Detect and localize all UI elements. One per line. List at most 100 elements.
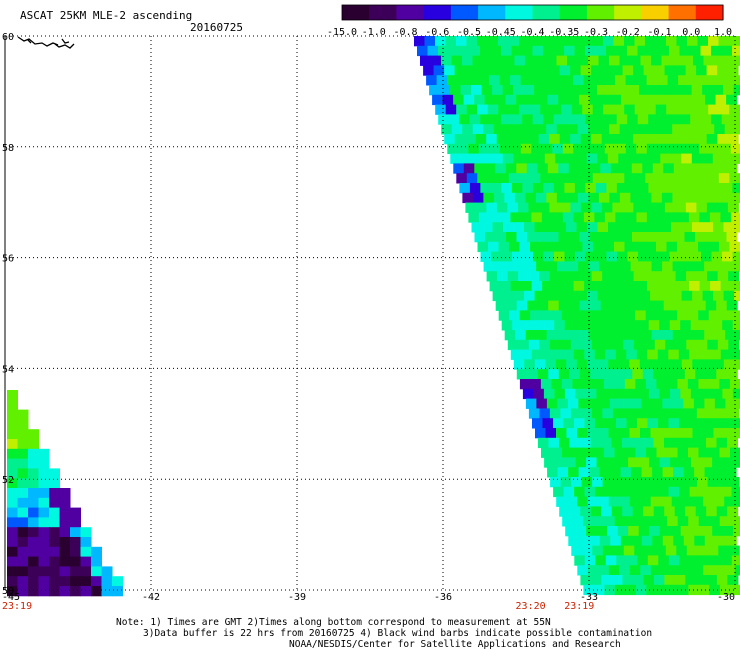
heat-cell [695,232,706,243]
heat-cell [580,65,592,76]
heat-cell [666,241,678,253]
heat-cell [577,496,589,507]
heat-cell [563,486,575,498]
heat-cell [7,497,18,509]
heat-cell [591,408,603,419]
heat-cell [612,65,624,76]
heat-cell [563,418,575,429]
heat-cell [581,545,593,556]
heat-cell [728,545,740,556]
heat-cell [519,173,531,184]
heat-cell [688,516,700,527]
heat-cell [577,428,588,439]
heat-cell [49,586,60,597]
heat-cell [38,527,50,538]
heat-cell [559,202,571,213]
heat-cell [723,222,735,233]
heat-cell [528,408,540,419]
heat-cell [692,290,704,302]
heat-cell [507,339,519,351]
heat-cell [725,330,737,341]
heat-cell [679,114,691,125]
heat-cell [91,556,102,567]
heat-cell [59,576,71,587]
heat-cell [527,369,539,380]
heat-cell [711,251,723,262]
heat-cell [600,369,612,380]
heat-cell [630,55,641,66]
heat-cell [626,281,638,292]
heat-cell [17,576,29,587]
heat-cell [608,428,620,439]
heat-cell [629,565,641,576]
heat-cell [559,506,571,517]
heat-cell [560,477,572,488]
heat-cell [588,330,600,341]
heat-cell [602,408,614,419]
heat-cell [578,467,590,478]
heat-cell [663,232,675,243]
heat-cell [537,369,549,380]
x-tick-label: -30 [717,592,735,603]
heat-cell [504,55,515,66]
heat-cell [632,437,644,449]
heat-cell [648,183,660,194]
heat-cell [602,545,614,556]
heat-cell [528,202,540,213]
heat-cell [640,124,652,135]
heat-cell [519,310,531,321]
heat-cell [617,320,629,331]
heat-cell [485,232,496,243]
heat-cell [697,545,709,556]
heat-cell [548,369,560,380]
colorbar-swatch [532,5,561,20]
heat-cell [689,555,701,566]
colorbar-swatch [641,5,670,20]
heat-cell [660,85,672,96]
heat-cell [731,418,740,429]
heat-cell [709,584,721,596]
heat-cell [599,467,611,478]
heat-cell [615,349,627,360]
heat-cell [636,143,648,155]
heat-cell [7,390,18,401]
heat-cell [519,104,531,115]
heat-cell [605,555,617,566]
heat-cell [693,192,705,204]
heat-cell [28,566,39,577]
heat-cell [519,379,531,390]
heat-cell [690,114,702,125]
coastline [17,36,75,49]
heat-cell [705,163,717,174]
heat-cell [693,124,705,135]
heat-cell [610,535,622,547]
heat-cell [504,124,516,135]
heat-cell [564,45,575,57]
heat-cell [637,45,649,57]
heat-cell [513,290,525,302]
heat-cell [524,222,535,233]
heat-cell [544,85,556,96]
y-tick-label: 56 [2,254,14,265]
colorbar-swatch [342,5,370,20]
heat-cell [531,349,543,360]
heat-cell [683,398,695,409]
heat-cell [648,251,660,262]
heat-cell [667,143,679,155]
heat-cell [38,517,50,528]
heat-cell [608,290,620,302]
heat-cell [735,330,740,341]
heat-cell [664,134,676,145]
heat-cell [584,555,596,566]
heat-cell [726,94,738,106]
heat-cell [690,183,702,194]
heat-cell [429,85,441,96]
heat-cell [617,388,629,400]
heat-cell [645,36,656,47]
heat-cell [662,467,674,478]
heat-cell [38,507,50,518]
heat-cell [547,467,559,478]
heat-cell [687,36,698,47]
heat-cell [49,497,60,509]
heat-cell [7,409,18,420]
